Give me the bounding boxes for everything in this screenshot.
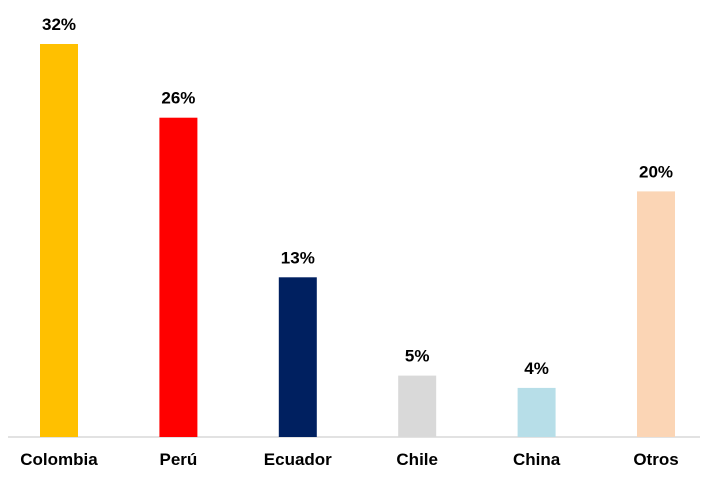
bar-otros bbox=[637, 191, 675, 437]
value-label-peru: 26% bbox=[161, 89, 195, 108]
value-label-china: 4% bbox=[524, 359, 549, 378]
category-label-colombia: Colombia bbox=[20, 450, 98, 469]
bar-colombia bbox=[40, 44, 78, 437]
category-label-ecuador: Ecuador bbox=[264, 450, 332, 469]
category-label-peru: Perú bbox=[160, 450, 198, 469]
value-label-chile: 5% bbox=[405, 347, 430, 366]
bars-group bbox=[40, 44, 675, 437]
bar-peru bbox=[159, 117, 198, 437]
bar-ecuador bbox=[278, 277, 317, 437]
value-labels-group: 32% 26% 13% 5% 4% 20% bbox=[42, 15, 673, 378]
category-label-chile: Chile bbox=[396, 450, 438, 469]
value-label-ecuador: 13% bbox=[281, 248, 315, 267]
category-label-otros: Otros bbox=[633, 450, 678, 469]
value-label-otros: 20% bbox=[639, 162, 673, 181]
bar-chile bbox=[398, 375, 437, 437]
category-label-china: China bbox=[513, 450, 561, 469]
bar-china bbox=[517, 387, 556, 437]
category-labels-group: Colombia Perú Ecuador Chile China Otros bbox=[20, 450, 678, 469]
value-label-colombia: 32% bbox=[42, 15, 76, 34]
